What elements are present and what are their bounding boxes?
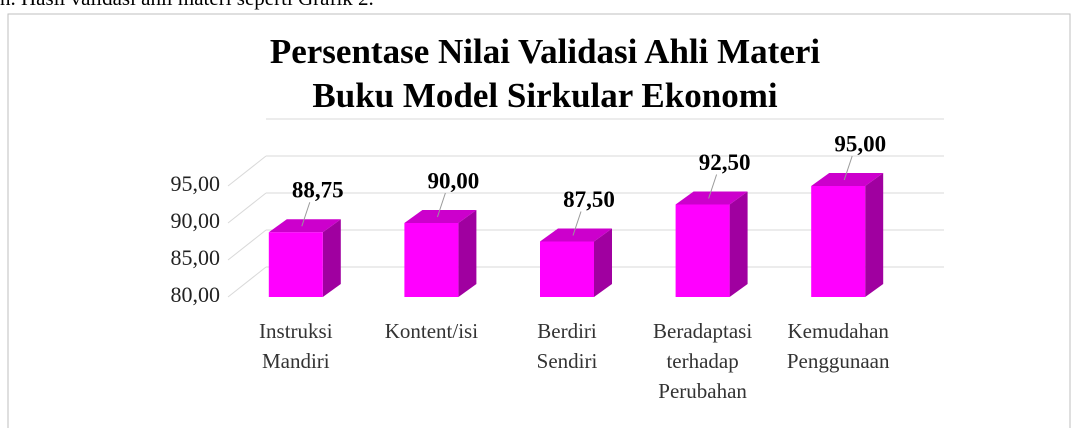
leader-line xyxy=(708,174,718,199)
chart-border xyxy=(7,13,1071,428)
bar-side xyxy=(729,191,748,297)
leader-line xyxy=(436,192,446,218)
bar-side xyxy=(594,228,612,297)
bar xyxy=(540,241,594,297)
leader-line xyxy=(301,202,311,227)
bar xyxy=(268,232,323,297)
value-label: 88,75 xyxy=(292,178,344,203)
leader-line xyxy=(572,211,582,236)
chart-title: Buku Model Sirkular Ekonomi xyxy=(312,76,777,115)
y-tick-label: 95,00 xyxy=(171,171,221,196)
bar-side xyxy=(322,219,341,297)
x-tick-label: Beradaptasi terhadap Perubahan xyxy=(653,319,752,403)
bar-top xyxy=(404,210,477,223)
context-text: n. Hasil validasi ahli materi seperti Gr… xyxy=(0,0,374,10)
bar xyxy=(675,204,730,297)
bar xyxy=(404,223,459,297)
bar-top xyxy=(268,219,341,233)
x-tick-label: Instruksi Mandiri xyxy=(259,319,333,373)
y-tick-label: 80,00 xyxy=(171,282,221,307)
value-label: 90,00 xyxy=(428,168,480,193)
chart-title: Persentase Nilai Validasi Ahli Materi xyxy=(270,32,821,71)
grid-line xyxy=(227,229,267,261)
y-tick-label: 85,00 xyxy=(171,245,221,270)
x-tick-label: Berdiri Sendiri xyxy=(537,319,598,373)
bar-side xyxy=(458,210,477,297)
y-tick-label: 90,00 xyxy=(171,208,221,233)
bar xyxy=(811,186,866,297)
grid-line xyxy=(227,192,267,224)
value-label: 95,00 xyxy=(834,131,886,156)
grid-line xyxy=(227,266,267,298)
value-label: 87,50 xyxy=(563,187,615,212)
bar-top xyxy=(675,191,748,205)
grid-line xyxy=(227,155,267,187)
value-label: 92,50 xyxy=(699,150,751,175)
bar-side xyxy=(865,173,884,297)
leader-line xyxy=(843,155,853,181)
bar-top xyxy=(811,173,884,186)
x-tick-label: Kemudahan Penggunaan xyxy=(787,319,890,373)
bar-top xyxy=(540,228,612,242)
x-tick-label: Kontent/isi xyxy=(385,319,478,343)
